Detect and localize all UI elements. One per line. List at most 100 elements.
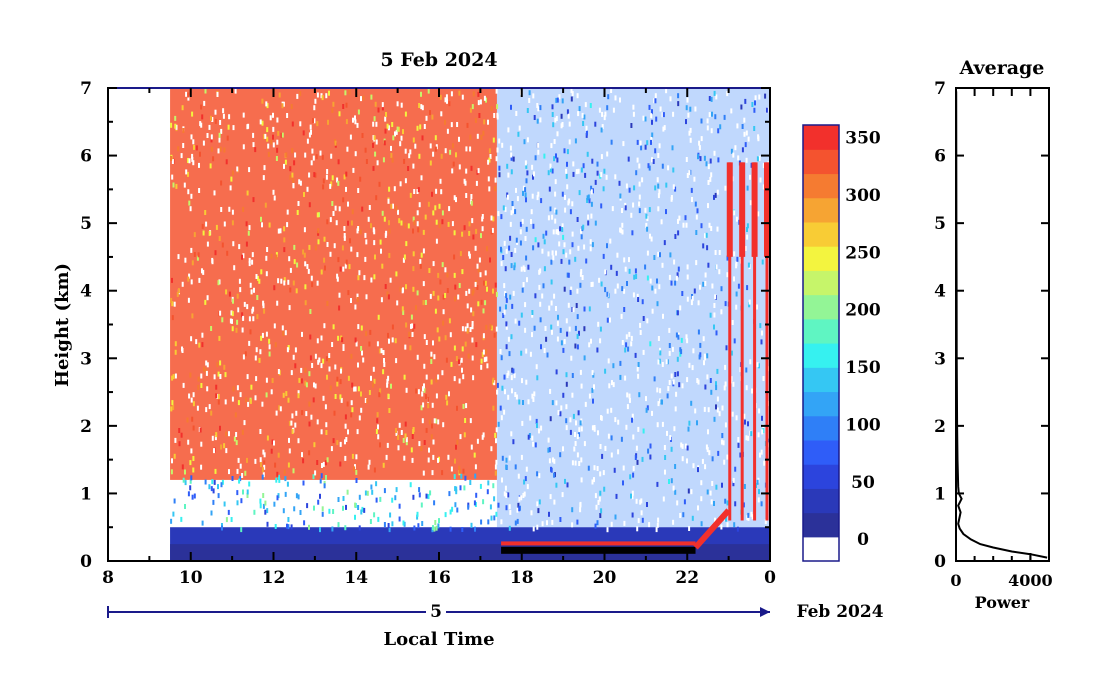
speckle: [724, 498, 727, 504]
speckle: [480, 233, 482, 239]
speckle: [393, 186, 396, 192]
speckle: [394, 495, 397, 501]
speckle: [536, 423, 538, 428]
speckle: [354, 386, 357, 392]
speckle: [435, 393, 438, 399]
speckle: [703, 360, 705, 366]
speckle: [495, 291, 498, 297]
speckle: [559, 517, 562, 522]
speckle: [276, 139, 279, 145]
speckle: [412, 228, 414, 234]
speckle: [616, 252, 619, 258]
speckle: [677, 230, 680, 236]
speckle: [685, 157, 688, 162]
speckle: [289, 174, 292, 180]
avg-y-tick-label: 7: [934, 79, 946, 99]
speckle: [385, 230, 388, 236]
speckle: [759, 323, 762, 329]
speckle: [304, 261, 307, 267]
colorbar-tick-label: 0: [857, 530, 869, 550]
speckle: [570, 96, 573, 102]
speckle: [300, 367, 303, 373]
speckle: [571, 231, 574, 237]
speckle: [228, 431, 230, 437]
speckle: [238, 278, 241, 284]
speckle: [681, 383, 684, 389]
speckle: [706, 489, 709, 495]
speckle: [345, 102, 348, 108]
speckle: [691, 197, 693, 202]
speckle: [422, 248, 425, 254]
speckle: [525, 379, 528, 385]
speckle: [708, 450, 711, 456]
speckle: [658, 358, 661, 364]
speckle: [292, 183, 295, 189]
speckle: [503, 240, 506, 246]
speckle: [395, 358, 398, 364]
speckle: [170, 469, 173, 475]
speckle: [380, 248, 382, 254]
speckle: [383, 362, 386, 367]
speckle: [243, 420, 246, 426]
speckle: [674, 234, 677, 239]
speckle: [428, 447, 430, 453]
speckle: [661, 421, 664, 427]
speckle: [325, 174, 328, 180]
speckle: [317, 499, 320, 505]
speckle: [233, 436, 236, 442]
speckle: [761, 330, 763, 336]
speckle: [188, 200, 191, 206]
speckle: [591, 158, 594, 164]
speckle: [192, 392, 195, 398]
speckle: [674, 186, 677, 192]
speckle: [630, 335, 633, 341]
speckle: [556, 97, 559, 103]
speckle: [220, 180, 223, 186]
speckle: [320, 429, 323, 435]
speckle: [244, 470, 247, 476]
speckle: [256, 295, 259, 300]
speckle: [455, 197, 457, 203]
speckle: [490, 106, 493, 112]
avg-y-tick-label: 2: [934, 417, 946, 437]
speckle: [217, 484, 219, 490]
speckle: [304, 380, 307, 386]
speckle: [714, 114, 717, 120]
speckle: [716, 396, 719, 402]
speckle: [724, 185, 727, 191]
speckle: [219, 120, 222, 125]
speckle: [657, 251, 660, 257]
speckle: [586, 195, 589, 201]
speckle: [416, 189, 419, 194]
speckle: [430, 434, 433, 440]
speckle: [668, 327, 671, 333]
speckle: [444, 119, 446, 125]
speckle: [592, 372, 595, 378]
speckle: [640, 510, 643, 516]
speckle: [644, 207, 647, 213]
speckle: [219, 374, 222, 379]
speckle: [424, 214, 427, 220]
speckle: [416, 511, 419, 517]
speckle: [745, 157, 748, 163]
speckle: [688, 170, 691, 176]
speckle: [434, 418, 437, 424]
speckle: [612, 363, 615, 369]
speckle: [368, 341, 371, 347]
speckle: [525, 178, 528, 184]
speckle: [325, 93, 328, 99]
speckle: [561, 98, 564, 104]
speckle: [747, 512, 750, 518]
speckle: [654, 148, 657, 154]
speckle: [604, 368, 607, 374]
speckle: [404, 421, 407, 427]
speckle: [373, 240, 376, 246]
speckle: [747, 136, 750, 142]
speckle: [334, 140, 337, 146]
speckle: [223, 147, 226, 153]
speckle: [228, 206, 231, 212]
speckle: [576, 93, 579, 99]
speckle: [612, 107, 615, 113]
